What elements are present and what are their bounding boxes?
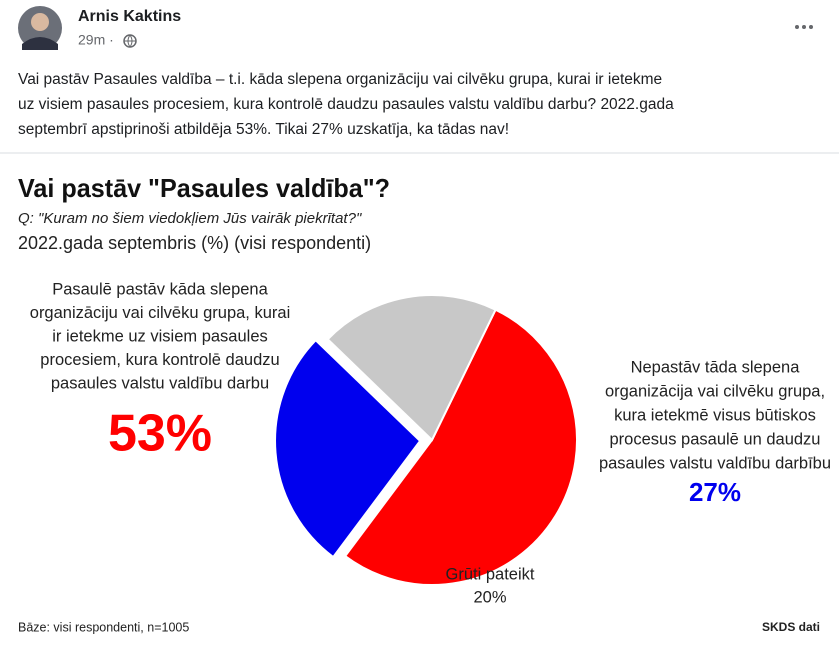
globe-lines bbox=[124, 34, 136, 48]
chart-title: Vai pastāv "Pasaules valdība"? bbox=[18, 173, 390, 203]
more-options[interactable] bbox=[795, 25, 813, 29]
slice-value-label: 20% bbox=[473, 588, 506, 606]
slice-value-label: 53% bbox=[108, 405, 212, 463]
pie-slice bbox=[343, 308, 578, 586]
slice-label: organizāciju vai cilvēku grupa, kurai bbox=[30, 304, 290, 322]
slice-label: Nepastāv tāda slepena bbox=[631, 358, 801, 376]
slice-label: Pasaulē pastāv kāda slepena bbox=[52, 280, 268, 298]
post-text: uz visiem pasaules procesiem, kura kontr… bbox=[18, 96, 674, 113]
pie-slice bbox=[326, 294, 497, 442]
post-text: septembrī apstiprinoši atbildēja 53%. Ti… bbox=[18, 121, 509, 138]
dot[interactable] bbox=[809, 25, 813, 29]
avatar-face bbox=[31, 13, 49, 31]
dot[interactable] bbox=[795, 25, 799, 29]
source: SKDS dati bbox=[762, 620, 820, 634]
post-time[interactable]: 29m · bbox=[78, 32, 114, 48]
slice-label: Grūti pateikt bbox=[446, 565, 535, 583]
slice-label: pasaules valstu valdību darbību bbox=[599, 454, 831, 472]
chart-subtitle: Q: "Kuram no šiem viedokļiem Jūs vairāk … bbox=[18, 210, 362, 227]
chart-subtitle2: 2022.gada septembris (%) (visi responden… bbox=[18, 233, 371, 253]
dot[interactable] bbox=[802, 25, 806, 29]
slice-label: procesus pasaulē un daudzu bbox=[610, 430, 821, 448]
avatar-body bbox=[22, 37, 58, 50]
globe-icon bbox=[123, 34, 137, 48]
slice-label: ir ietekme uz visiem pasaules bbox=[52, 327, 268, 345]
slice-label: pasaules valstu valdību darbu bbox=[51, 374, 269, 392]
slice-value-label: 27% bbox=[689, 477, 741, 507]
post-text: Vai pastāv Pasaules valdība – t.i. kāda … bbox=[18, 71, 662, 88]
author-name[interactable]: Arnis Kaktins bbox=[78, 8, 181, 25]
avatar[interactable] bbox=[18, 6, 62, 50]
footnote: Bāze: visi respondenti, n=1005 bbox=[18, 620, 189, 634]
slice-label: kura ietekmē visus būtiskos bbox=[614, 406, 816, 424]
slice-label: procesiem, kura kontrolē daudzu bbox=[40, 351, 279, 369]
pie-slice bbox=[274, 338, 422, 559]
slice-label: organizācija vai cilvēku grupa, bbox=[605, 382, 825, 400]
